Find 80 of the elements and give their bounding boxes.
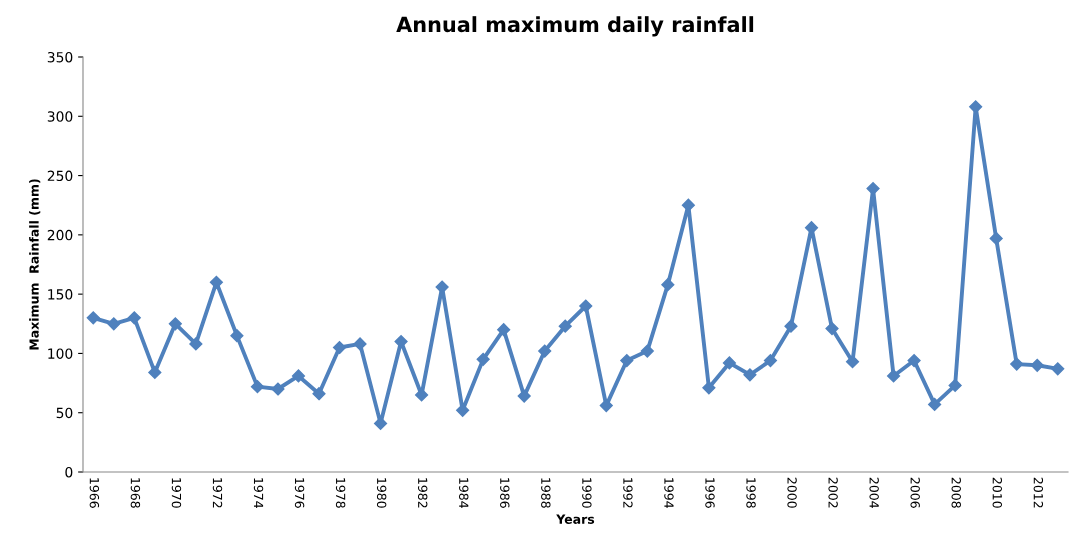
x-tick-label: 1970 bbox=[171, 478, 182, 508]
x-axis-title: Years bbox=[556, 514, 595, 524]
y-tick-label: 300 bbox=[47, 111, 73, 122]
x-tick-label: 1990 bbox=[582, 478, 592, 508]
point bbox=[209, 275, 223, 289]
point bbox=[291, 369, 306, 383]
y-tick-label: 150 bbox=[48, 289, 73, 300]
x-tick-label: 1978 bbox=[335, 478, 346, 508]
x-tick-label: 2010 bbox=[992, 477, 1003, 508]
y-tick-label: 50 bbox=[56, 407, 73, 419]
x-tick-label: 2006 bbox=[910, 477, 920, 508]
point bbox=[189, 337, 203, 351]
y-axis-title: Maximum Rainfall (mm) bbox=[29, 179, 41, 350]
point bbox=[538, 344, 552, 358]
point bbox=[784, 319, 798, 333]
y-tick-label: 200 bbox=[47, 229, 73, 241]
point bbox=[1010, 357, 1024, 371]
point bbox=[332, 340, 347, 355]
y-tick-label: 250 bbox=[47, 170, 73, 182]
point bbox=[497, 323, 511, 337]
x-tick-label: 1988 bbox=[541, 478, 551, 508]
point bbox=[907, 353, 921, 368]
point bbox=[743, 368, 757, 382]
point bbox=[1030, 358, 1044, 372]
point bbox=[148, 365, 162, 379]
point bbox=[435, 280, 449, 294]
point bbox=[948, 378, 962, 393]
x-tick-label: 1976 bbox=[294, 478, 305, 508]
point bbox=[517, 389, 531, 403]
point bbox=[702, 381, 716, 395]
point bbox=[599, 399, 613, 413]
x-tick-label: 1998 bbox=[746, 478, 756, 508]
point bbox=[722, 356, 736, 370]
point bbox=[681, 198, 695, 212]
x-tick-label: 1994 bbox=[664, 478, 674, 508]
y-tick-label: 0 bbox=[65, 466, 73, 478]
point bbox=[1051, 362, 1065, 376]
point bbox=[107, 317, 121, 331]
point bbox=[558, 319, 572, 333]
point bbox=[312, 387, 326, 401]
point bbox=[620, 353, 634, 368]
x-tick-label: 1980 bbox=[376, 478, 387, 508]
point bbox=[168, 317, 182, 331]
point bbox=[353, 337, 367, 351]
x-tick-label: 2012 bbox=[1033, 477, 1044, 508]
point bbox=[415, 388, 429, 402]
point bbox=[969, 100, 983, 114]
point bbox=[866, 182, 880, 196]
x-tick-label: 1992 bbox=[623, 478, 633, 508]
x-tick-label: 2004 bbox=[869, 477, 879, 508]
x-tick-label: 1974 bbox=[253, 478, 264, 508]
x-tick-label: 1996 bbox=[705, 478, 715, 508]
point bbox=[763, 353, 778, 368]
x-tick-label: 1984 bbox=[459, 478, 469, 508]
x-tick-label: 1982 bbox=[417, 478, 428, 508]
point bbox=[127, 311, 141, 325]
point bbox=[271, 382, 285, 396]
point bbox=[579, 299, 593, 313]
point bbox=[845, 355, 860, 369]
x-tick-label: 1972 bbox=[212, 478, 223, 508]
x-tick-label: 2008 bbox=[951, 477, 961, 508]
point bbox=[640, 344, 654, 358]
x-tick-label: 2000 bbox=[787, 477, 797, 508]
point bbox=[250, 380, 265, 394]
x-tick-label: 1986 bbox=[500, 478, 510, 508]
point bbox=[928, 397, 942, 412]
chart-title: Annual maximum daily rainfall bbox=[396, 16, 754, 37]
point bbox=[476, 352, 490, 366]
point bbox=[989, 231, 1003, 246]
x-tick-label: 2002 bbox=[828, 477, 838, 508]
x-tick-label: 1966 bbox=[89, 478, 100, 508]
point bbox=[886, 369, 901, 383]
point bbox=[86, 311, 100, 325]
point bbox=[825, 321, 839, 336]
point bbox=[661, 278, 675, 292]
y-tick-label: 350 bbox=[47, 51, 73, 63]
y-tick-label: 100 bbox=[48, 348, 73, 359]
point bbox=[230, 329, 244, 343]
x-tick-label: 1968 bbox=[130, 478, 141, 508]
point bbox=[394, 334, 408, 349]
